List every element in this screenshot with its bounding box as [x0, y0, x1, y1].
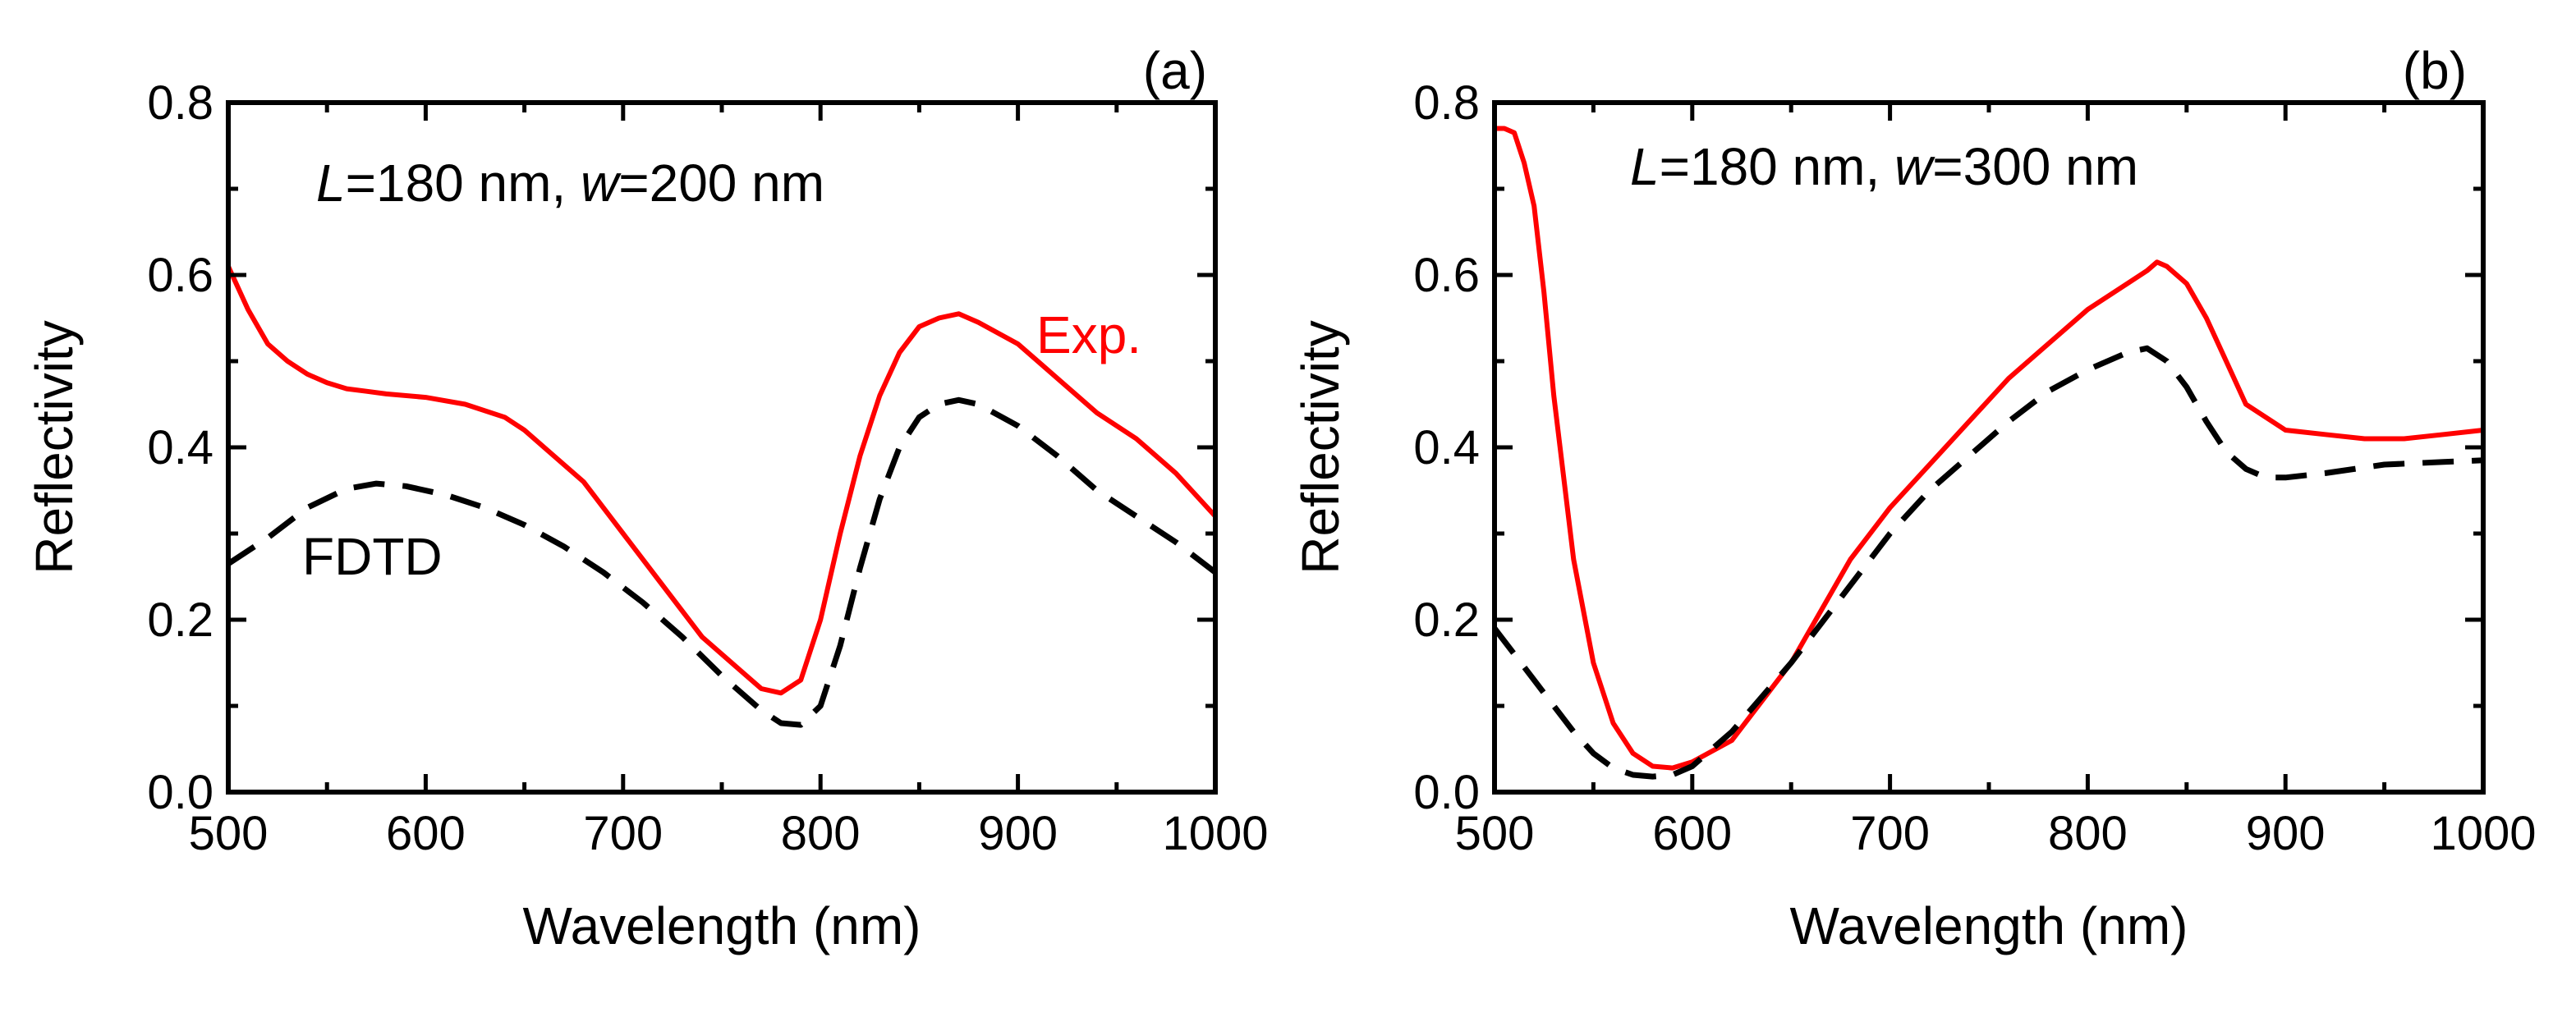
- a-x-axis-title: Wavelength (nm): [523, 896, 921, 955]
- b-y-tick-label: 0.6: [1413, 249, 1480, 302]
- a-y-tick-label: 0.4: [147, 421, 214, 474]
- b-x-axis-title: Wavelength (nm): [1790, 896, 2188, 955]
- a-series-fdtd-line: [227, 396, 1218, 728]
- b-y-tick-label: 0.0: [1413, 766, 1480, 819]
- a-x-tick-label: 500: [189, 807, 269, 860]
- a-x-tick-label: 800: [781, 807, 861, 860]
- b-panel-label: (b): [2403, 41, 2467, 100]
- a-series-exp-line: [226, 265, 1218, 696]
- a-y-tick-label: 0.6: [147, 249, 214, 302]
- a-y-tick-label: 0.8: [147, 76, 214, 130]
- b-x-tick-label: 500: [1455, 807, 1535, 860]
- a-series-label-fdtd: FDTD: [302, 527, 443, 586]
- b-x-tick-label: 800: [2048, 807, 2128, 860]
- b-parameter-annotation: L=180 nm, w=300 nm: [1630, 137, 2138, 196]
- b-x-tick-label: 600: [1652, 807, 1732, 860]
- b-series-exp-line: [1495, 126, 2484, 771]
- a-y-axis-title: Reflectivity: [25, 320, 84, 574]
- panel-a: 500 600 700 800 900 1000 0.0 0.2 0.4 0.6 0.8 Wavele…: [25, 41, 1269, 955]
- a-x-tick-label: 1000: [1162, 807, 1268, 860]
- a-y-tick-label: 0.0: [147, 766, 214, 819]
- b-series-fdtd-line: [1492, 345, 2484, 780]
- a-panel-label: (a): [1143, 41, 1207, 100]
- b-y-tick-label: 0.2: [1413, 593, 1480, 647]
- a-x-tick-label: 900: [978, 807, 1058, 860]
- b-x-tick-label: 900: [2246, 807, 2326, 860]
- a-y-tick-label: 0.2: [147, 593, 214, 647]
- panel-b: 500 600 700 800 900 1000 0.0 0.2 0.4 0.6 0.8 Wavele…: [1291, 41, 2537, 955]
- b-x-tick-label: 1000: [2430, 807, 2536, 860]
- b-y-tick-label: 0.8: [1413, 76, 1480, 130]
- a-x-tick-label: 600: [386, 807, 466, 860]
- a-series-label-exp: Exp.: [1036, 305, 1141, 364]
- b-x-tick-label: 700: [1850, 807, 1930, 860]
- b-y-axis-title: Reflectivity: [1291, 320, 1350, 574]
- a-parameter-annotation: L=180 nm, w=200 nm: [316, 153, 824, 213]
- a-x-tick-label: 700: [583, 807, 663, 860]
- b-y-tick-label: 0.4: [1413, 421, 1480, 474]
- b-axes-frame: [1492, 100, 2486, 795]
